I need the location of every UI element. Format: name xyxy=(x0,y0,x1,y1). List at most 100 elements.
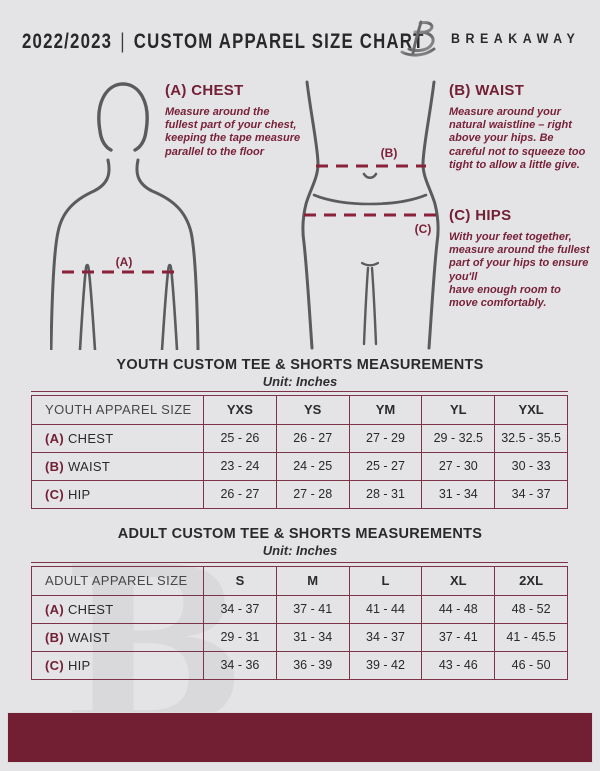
right-inner-leg xyxy=(370,266,378,346)
left-armpit-lines xyxy=(78,263,97,350)
waist-heading: (B) WAIST xyxy=(449,82,525,99)
waist-guide: (B) WAIST Measure around your natural wa… xyxy=(449,82,589,172)
title-main: CUSTOM APPAREL SIZE CHART xyxy=(133,30,425,53)
youth-header-row: YOUTH APPAREL SIZE YXS YS YM YL YXL xyxy=(31,394,568,425)
measurement-cell: 25 - 27 xyxy=(348,451,423,481)
measurement-cell: 39 - 42 xyxy=(348,650,423,680)
measurement-cell: 25 - 26 xyxy=(203,423,277,453)
table-row: (A) CHEST 25 - 26 26 - 27 27 - 29 29 - 32… xyxy=(31,423,568,453)
youth-size-column-header: YOUTH APPAREL SIZE xyxy=(31,394,204,425)
title-year: 2022/2023 xyxy=(22,30,113,53)
measurement-cell: 27 - 30 xyxy=(421,451,496,481)
row-label: HIP xyxy=(67,486,91,502)
right-torso-side xyxy=(421,80,440,350)
measurement-cell: 43 - 46 xyxy=(421,650,496,680)
size-header: M xyxy=(275,565,350,596)
adult-unit-label: Unit: Inches xyxy=(262,543,338,558)
page-title: 2022/2023 | CUSTOM APPAREL SIZE CHART xyxy=(22,30,425,54)
measurement-cell: 34 - 36 xyxy=(203,650,277,680)
measurement-cell: 27 - 29 xyxy=(348,423,423,453)
youth-unit-label: Unit: Inches xyxy=(262,374,338,389)
size-header: YM xyxy=(348,394,423,425)
measurement-cell: 31 - 34 xyxy=(275,622,350,652)
measurement-cell: 29 - 32.5 xyxy=(421,423,496,453)
hips-instructions-line1: With your feet together, measure around … xyxy=(449,231,590,283)
hips-instructions-line2: have enough room to move comfortably. xyxy=(449,283,561,310)
measurement-cell: 31 - 34 xyxy=(421,479,496,509)
row-label: WAIST xyxy=(67,458,111,474)
measurement-cell: 24 - 25 xyxy=(275,451,350,481)
size-header: YS xyxy=(275,394,350,425)
size-header: YXL xyxy=(494,394,568,425)
table-row: (B) WAIST 29 - 31 31 - 34 34 - 37 37 - 41… xyxy=(31,622,568,652)
adult-size-table-wrap: ADULT APPAREL SIZE S M L XL 2XL (A) CHEST… xyxy=(31,562,568,680)
crotch-line xyxy=(360,261,380,267)
measurement-cell: 34 - 37 xyxy=(203,594,277,624)
measurement-cell: 27 - 28 xyxy=(275,479,350,509)
left-inner-leg xyxy=(362,266,370,346)
measurement-cell: 34 - 37 xyxy=(494,479,568,509)
measurement-cell: 29 - 31 xyxy=(203,622,277,652)
adult-size-table: ADULT APPAREL SIZE S M L XL 2XL (A) CHEST… xyxy=(31,565,568,680)
measurement-cell: 44 - 48 xyxy=(421,594,496,624)
size-header: S xyxy=(203,565,277,596)
size-header: XL xyxy=(421,565,496,596)
row-marker: (B) xyxy=(45,629,64,645)
hips-marker-label: (C) xyxy=(415,222,432,236)
row-marker: (C) xyxy=(45,657,64,673)
hip-crease xyxy=(312,193,428,206)
row-label: WAIST xyxy=(67,629,111,645)
adult-header-row: ADULT APPAREL SIZE S M L XL 2XL xyxy=(31,565,568,596)
lower-body-figure: (B) (C) xyxy=(301,80,440,350)
measurement-cell: 32.5 - 35.5 xyxy=(494,423,568,453)
belly-button xyxy=(362,172,378,180)
hips-heading: (C) HIPS xyxy=(449,207,512,224)
left-torso-side xyxy=(301,80,320,350)
adult-section-title: ADULT CUSTOM TEE & SHORTS MEASUREMENTS xyxy=(117,526,483,542)
right-shoulder-arm xyxy=(135,158,200,350)
upper-body-figure: (A) xyxy=(50,82,200,350)
measurement-cell: 36 - 39 xyxy=(275,650,350,680)
footer-bar xyxy=(7,712,593,763)
size-header: 2XL xyxy=(494,565,568,596)
hips-guide: (C) HIPS With your feet together, measur… xyxy=(449,207,591,310)
title-separator: | xyxy=(120,30,126,53)
size-header: YL xyxy=(421,394,496,425)
table-row: (C) HIP 26 - 27 27 - 28 28 - 31 31 - 34 3… xyxy=(31,479,568,509)
row-label: CHEST xyxy=(67,430,114,446)
measurement-cell: 41 - 44 xyxy=(348,594,423,624)
head-outline xyxy=(97,82,149,152)
chest-heading: (A) CHEST xyxy=(165,82,244,99)
youth-section-title: YOUTH CUSTOM TEE & SHORTS MEASUREMENTS xyxy=(116,357,484,373)
waist-instructions: Measure around your natural waistline – … xyxy=(449,106,586,171)
right-armpit-lines xyxy=(160,263,179,350)
youth-size-table-wrap: YOUTH APPAREL SIZE YXS YS YM YL YXL (A) C… xyxy=(31,391,568,509)
row-label: HIP xyxy=(67,657,91,673)
measurement-cell: 37 - 41 xyxy=(421,622,496,652)
measurement-cell: 23 - 24 xyxy=(203,451,277,481)
adult-size-column-header: ADULT APPAREL SIZE xyxy=(31,565,204,596)
brand-name: BREAKAWAY xyxy=(451,30,581,46)
size-header: YXS xyxy=(203,394,277,425)
row-marker: (C) xyxy=(45,486,64,502)
row-marker: (A) xyxy=(45,601,64,617)
measurement-cell: 26 - 27 xyxy=(275,423,350,453)
brand-logo: BREAKAWAY xyxy=(399,18,592,58)
chest-guide: (A) CHEST Measure around the fullest par… xyxy=(165,82,303,159)
measurement-cell: 34 - 37 xyxy=(348,622,423,652)
measurement-cell: 30 - 33 xyxy=(494,451,568,481)
waist-marker-label: (B) xyxy=(381,146,398,160)
table-row: (C) HIP 34 - 36 36 - 39 39 - 42 43 - 46 4… xyxy=(31,650,568,680)
row-marker: (B) xyxy=(45,458,64,474)
measurement-cell: 48 - 52 xyxy=(494,594,568,624)
youth-size-table: YOUTH APPAREL SIZE YXS YS YM YL YXL (A) C… xyxy=(31,394,568,509)
row-marker: (A) xyxy=(45,430,64,446)
measurement-cell: 28 - 31 xyxy=(348,479,423,509)
measurement-cell: 37 - 41 xyxy=(275,594,350,624)
breakaway-logo-icon xyxy=(400,20,436,57)
row-label: CHEST xyxy=(67,601,114,617)
measurement-cell: 46 - 50 xyxy=(494,650,568,680)
left-shoulder-arm xyxy=(50,158,111,350)
chest-marker-label: (A) xyxy=(116,255,133,269)
